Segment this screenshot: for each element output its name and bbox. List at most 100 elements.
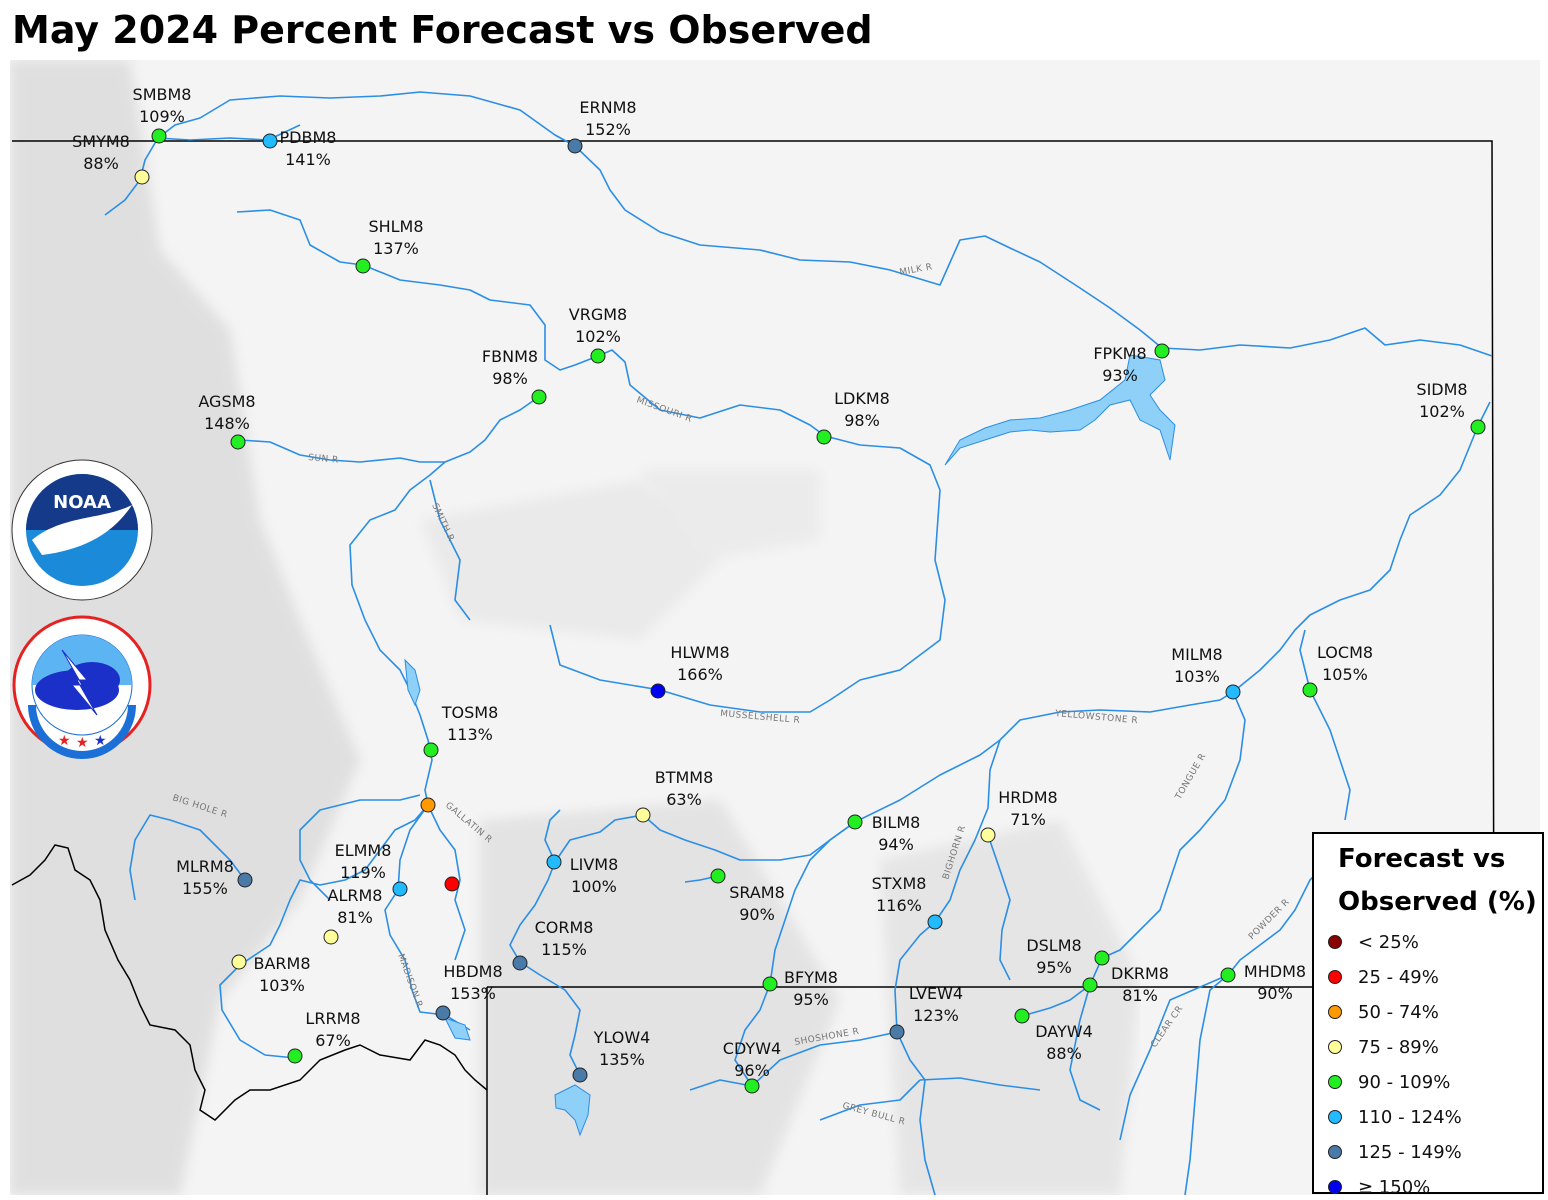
station-marker[interactable] — [355, 258, 371, 274]
station-pct-label: 95% — [1036, 958, 1072, 977]
station-marker[interactable] — [1094, 950, 1110, 966]
station-id-label: MHDM8 — [1244, 962, 1306, 981]
station-mlrm8[interactable]: MLRM8 155% — [176, 857, 253, 898]
station-marker[interactable] — [1220, 967, 1236, 983]
station-ernm8[interactable]: ERNM8 152% — [567, 98, 637, 154]
station-marker[interactable] — [650, 683, 666, 699]
station-shlm8[interactable]: SHLM8 137% — [355, 217, 424, 274]
legend-swatch — [1328, 1145, 1342, 1159]
station-marker[interactable] — [435, 1005, 451, 1021]
station-barm8[interactable]: BARM8 103% — [231, 954, 311, 995]
station-id-label: SIDM8 — [1416, 380, 1467, 399]
station-marker[interactable] — [710, 868, 726, 884]
station-marker[interactable] — [287, 1048, 303, 1064]
station-btmm8[interactable]: BTMM8 63% — [635, 768, 713, 823]
station-marker[interactable] — [1470, 419, 1486, 435]
station-marker[interactable] — [134, 169, 150, 185]
station-marker[interactable] — [590, 348, 606, 364]
station-fpkm8[interactable]: FPKM8 93% — [1093, 343, 1170, 385]
station-smym8[interactable]: SMYM8 88% — [72, 132, 150, 185]
station-marker[interactable] — [635, 807, 651, 823]
station-marker[interactable] — [1225, 684, 1241, 700]
svg-text:★: ★ — [94, 733, 107, 749]
station-marker[interactable] — [889, 1024, 905, 1040]
station-marker[interactable] — [1082, 977, 1098, 993]
legend-item: 110 - 124% — [1328, 1105, 1462, 1129]
station-pct-label: 102% — [1419, 402, 1465, 421]
station-hbdm8[interactable]: HBDM8 153% — [435, 962, 503, 1021]
station-milm8[interactable]: MILM8 103% — [1171, 645, 1241, 700]
station-cdyw4[interactable]: CDYW4 96% — [723, 1039, 781, 1094]
station-marker[interactable] — [151, 128, 167, 144]
nws-logo: ★ ★ ★ — [12, 615, 152, 759]
gallatin-red-marker[interactable] — [444, 876, 460, 892]
station-marker[interactable] — [230, 434, 246, 450]
legend-label: 75 - 89% — [1358, 1036, 1439, 1058]
station-vrgm8[interactable]: VRGM8 102% — [569, 305, 627, 364]
station-marker[interactable] — [423, 742, 439, 758]
station-stxm8[interactable]: STXM8 116% — [872, 874, 943, 930]
legend-item: 25 - 49% — [1328, 965, 1439, 989]
station-marker[interactable] — [816, 429, 832, 445]
station-id-label: DKRM8 — [1111, 964, 1169, 983]
station-id-label: LVEW4 — [909, 984, 963, 1003]
station-bilm8[interactable]: BILM8 94% — [847, 813, 920, 854]
station-dayw4[interactable]: DAYW4 88% — [1014, 1008, 1093, 1063]
station-marker[interactable] — [744, 1078, 760, 1094]
station-ylow4[interactable]: YLOW4 135% — [572, 1028, 650, 1083]
station-pct-label: 90% — [1257, 984, 1293, 1003]
station-marker[interactable] — [1014, 1008, 1030, 1024]
station-dslm8[interactable]: DSLM8 95% — [1026, 936, 1110, 977]
station-marker[interactable] — [1302, 682, 1318, 698]
station-corm8[interactable]: CORM8 115% — [512, 918, 594, 971]
station-agsm8[interactable]: AGSM8 148% — [198, 392, 256, 450]
station-sidm8[interactable]: SIDM8 102% — [1416, 380, 1486, 435]
legend-title: Forecast vs Observed (%) — [1338, 838, 1537, 924]
station-marker[interactable] — [392, 881, 408, 897]
station-marker[interactable] — [847, 814, 863, 830]
station-id-label: LOCM8 — [1317, 643, 1373, 662]
station-marker[interactable] — [531, 389, 547, 405]
station-id-label: HRDM8 — [998, 788, 1057, 807]
station-livm8[interactable]: LIVM8 100% — [546, 854, 618, 896]
gallatin-orange-marker[interactable] — [420, 797, 436, 813]
station-dkrm8[interactable]: DKRM8 81% — [1082, 964, 1169, 1005]
station-hrdm8[interactable]: HRDM8 71% — [980, 788, 1058, 843]
station-marker[interactable] — [567, 138, 583, 154]
station-marker[interactable] — [512, 955, 528, 971]
station-bfym8[interactable]: BFYM8 95% — [762, 968, 838, 1009]
station-id-label: CORM8 — [535, 918, 594, 937]
station-id-label: LRRM8 — [305, 1009, 360, 1028]
station-marker[interactable] — [231, 954, 247, 970]
station-elmm8[interactable]: ELMM8 119% — [335, 841, 408, 897]
legend-label: ≥ 150% — [1358, 1176, 1431, 1198]
station-tosm8[interactable]: TOSM8 113% — [423, 703, 498, 758]
legend-swatch — [1328, 935, 1342, 949]
station-ldkm8[interactable]: LDKM8 98% — [816, 389, 890, 445]
station-lrrm8[interactable]: LRRM8 67% — [287, 1009, 361, 1064]
station-mhdm8[interactable]: MHDM8 90% — [1220, 962, 1306, 1003]
station-sram8[interactable]: SRAM8 90% — [710, 868, 785, 924]
legend-title-line2: Observed (%) — [1338, 887, 1537, 917]
station-pct-label: 96% — [734, 1061, 770, 1080]
station-marker[interactable] — [927, 914, 943, 930]
station-marker[interactable] — [572, 1067, 588, 1083]
station-hlwm8[interactable]: HLWM8 166% — [650, 643, 730, 699]
station-pdbm8[interactable]: PDBM8 141% — [262, 128, 336, 169]
station-pct-label: 81% — [1122, 986, 1158, 1005]
station-lvew4[interactable]: LVEW4 123% — [889, 984, 963, 1040]
station-marker[interactable] — [762, 976, 778, 992]
station-locm8[interactable]: LOCM8 105% — [1302, 643, 1373, 698]
station-marker[interactable] — [323, 929, 339, 945]
station-fbnm8[interactable]: FBNM8 98% — [482, 347, 547, 405]
station-marker[interactable] — [546, 854, 562, 870]
station-marker[interactable] — [980, 827, 996, 843]
legend-item: 50 - 74% — [1328, 1000, 1439, 1024]
station-alrm8[interactable]: ALRM8 81% — [323, 886, 382, 945]
station-marker[interactable] — [262, 133, 278, 149]
station-id-label: FBNM8 — [482, 347, 538, 366]
station-marker[interactable] — [1154, 343, 1170, 359]
station-marker[interactable] — [237, 872, 253, 888]
station-smbm8[interactable]: SMBM8 109% — [133, 85, 192, 144]
